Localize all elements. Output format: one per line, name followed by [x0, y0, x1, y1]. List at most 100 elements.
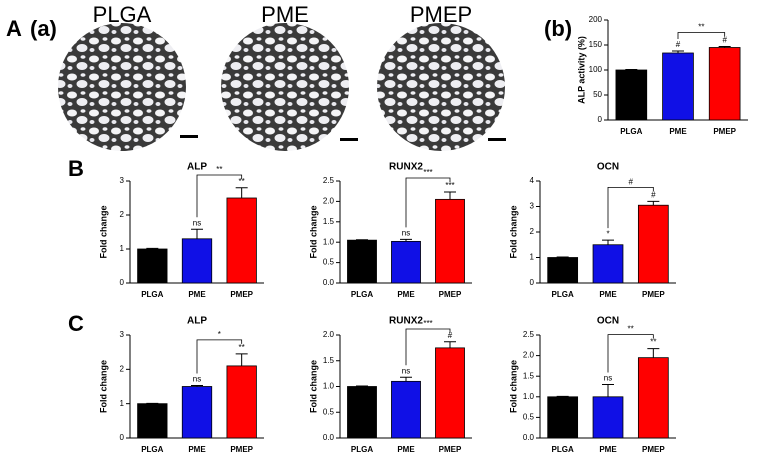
- micrograph: PME: [221, 2, 358, 151]
- x-tick-label: PMEP: [439, 290, 462, 299]
- chart-title: ALP: [187, 316, 207, 327]
- y-tick-label: 1.5: [523, 371, 535, 380]
- micrograph: PMEP: [377, 2, 506, 151]
- x-tick-label: PLGA: [351, 290, 373, 299]
- y-tick-label: 3: [530, 202, 535, 211]
- bracket-label: *: [218, 330, 221, 339]
- y-tick-label: 200: [589, 15, 603, 24]
- x-tick-label: PME: [669, 127, 687, 136]
- bar: [347, 239, 377, 284]
- bar: [391, 380, 421, 439]
- x-tick-label: PLGA: [552, 445, 574, 454]
- bracket: [405, 328, 451, 366]
- x-tick-label: PME: [397, 445, 415, 454]
- bracket-label: **: [216, 165, 222, 174]
- bar: [181, 238, 213, 284]
- chart-title: ALP: [187, 162, 207, 173]
- x-tick-label: PME: [599, 445, 617, 454]
- chart-title: OCN: [597, 162, 619, 173]
- y-tick-label: 0.0: [323, 278, 335, 287]
- bracket-label: #: [628, 178, 633, 187]
- y-tick-label: 2.0: [323, 197, 335, 206]
- x-tick-label: PMEP: [713, 127, 736, 136]
- error-bar: [718, 46, 731, 48]
- y-axis-label: Fold change: [308, 360, 318, 413]
- error-bar: [556, 256, 569, 258]
- bar: [137, 403, 168, 439]
- y-tick-label: 1.0: [523, 392, 535, 401]
- x-tick-label: PMEP: [230, 445, 253, 454]
- bracket: [607, 334, 654, 373]
- error-bar: [400, 238, 412, 242]
- bracket: [196, 174, 243, 218]
- chart-title: RUNX2: [389, 162, 423, 173]
- y-tick-label: 0: [120, 433, 125, 442]
- bar-chart: ALP Fold change 0 1 2 3 PLGA PME ns PMEP ** **: [98, 162, 264, 299]
- chart-title: OCN: [597, 316, 619, 327]
- error-bar: [356, 385, 368, 387]
- bar: [435, 347, 465, 439]
- y-tick-label: 2.0: [323, 330, 335, 339]
- bar-label: #: [676, 40, 681, 49]
- bar-label: #: [448, 331, 453, 340]
- error-bar: [444, 191, 456, 200]
- bar-label: ns: [604, 374, 612, 383]
- error-bar: [235, 187, 248, 198]
- bar: [615, 69, 648, 121]
- y-tick-label: 1.0: [323, 237, 335, 246]
- x-tick-label: PMEP: [439, 445, 462, 454]
- bar: [547, 257, 579, 284]
- y-tick-label: 0.5: [523, 413, 535, 422]
- y-tick-label: 2: [120, 364, 125, 373]
- panel-label: (b): [544, 16, 572, 41]
- y-axis-label: Fold change: [98, 205, 108, 258]
- y-tick-label: 0: [120, 278, 125, 287]
- bar-label: ns: [193, 375, 201, 384]
- y-tick-label: 2: [530, 227, 535, 236]
- y-tick-label: 4: [530, 176, 535, 185]
- error-bar: [625, 69, 638, 70]
- y-tick-label: 2: [120, 210, 125, 219]
- bar-label: **: [239, 343, 245, 352]
- x-tick-label: PMEP: [230, 290, 253, 299]
- bar: [637, 204, 669, 284]
- bar-label: **: [239, 177, 245, 186]
- error-bar: [400, 376, 412, 382]
- micrograph-label: PME: [261, 2, 309, 27]
- bracket: [196, 339, 243, 374]
- panel-label: A: [6, 16, 22, 41]
- error-bar: [647, 200, 660, 206]
- bar-chart: OCN Fold change 0 1 2 3 4 PLGA PME * PMEP # #: [508, 162, 676, 299]
- y-axis-label: Fold change: [308, 205, 318, 258]
- bracket-label: **: [698, 23, 704, 32]
- error-bar: [647, 348, 660, 358]
- bar: [637, 357, 669, 439]
- panel-label: C: [68, 311, 84, 336]
- bar: [592, 396, 624, 439]
- bar-label: ns: [402, 228, 410, 237]
- bar-chart: ALP activity (%) 0 50 100 150 200 PLGA PME # PMEP…: [576, 15, 748, 136]
- bar-label: #: [651, 191, 656, 200]
- x-tick-label: PME: [397, 290, 415, 299]
- y-tick-label: 1: [120, 244, 125, 253]
- bar: [181, 386, 213, 439]
- error-bar: [191, 228, 203, 239]
- micrograph-label: PMEP: [410, 2, 472, 27]
- y-tick-label: 0.5: [323, 407, 335, 416]
- bar-label: **: [650, 338, 656, 347]
- y-tick-label: 150: [589, 40, 603, 49]
- y-tick-label: 1: [530, 253, 535, 262]
- x-tick-label: PME: [188, 445, 206, 454]
- bar: [226, 365, 257, 439]
- y-tick-label: 100: [589, 65, 603, 74]
- bracket: [405, 177, 451, 228]
- y-tick-label: 3: [120, 176, 125, 185]
- error-bar: [602, 383, 614, 397]
- y-tick-label: 1.0: [323, 382, 335, 391]
- y-tick-label: 2.5: [323, 176, 335, 185]
- bar: [226, 197, 257, 284]
- bar-chart: OCN Fold change 0.0 0.5 1.0 1.5 2.0 2.5 PLGA PME n…: [508, 316, 676, 454]
- y-axis-label: Fold change: [508, 360, 518, 413]
- bar: [435, 198, 465, 284]
